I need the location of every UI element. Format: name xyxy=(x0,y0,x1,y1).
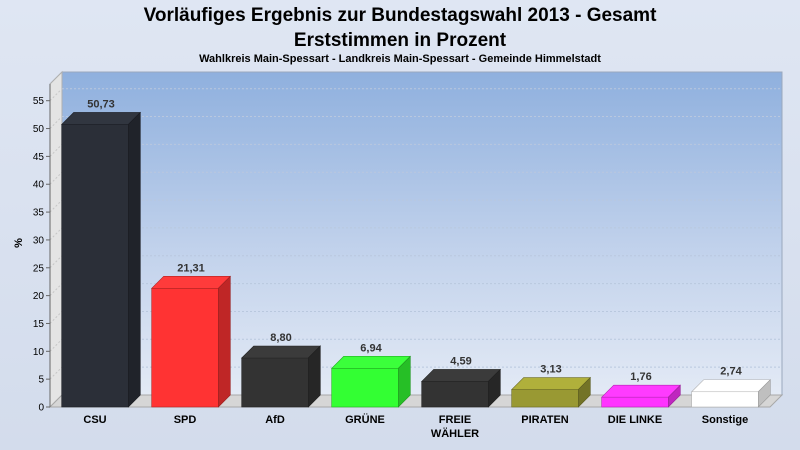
y-tick-label: 30 xyxy=(33,235,45,246)
y-tick-label: 10 xyxy=(33,347,45,358)
bar-group xyxy=(240,345,322,408)
grid-line-side xyxy=(49,88,63,102)
grid-line-side xyxy=(49,171,63,185)
bar-top xyxy=(240,345,322,359)
bar xyxy=(331,368,399,408)
bar-side xyxy=(218,275,231,408)
bar xyxy=(421,381,489,408)
bar xyxy=(691,391,759,408)
bar-value-label: 6,94 xyxy=(360,342,382,354)
bar-top xyxy=(60,112,142,125)
bar-top xyxy=(690,379,772,393)
bar-group xyxy=(690,379,772,408)
grid-line-side xyxy=(49,255,63,269)
bar xyxy=(241,357,309,408)
x-category-label: CSU xyxy=(83,414,106,426)
bar-value-label: 3,13 xyxy=(540,364,561,376)
bar-value-label: 8,80 xyxy=(270,332,291,344)
bar-top xyxy=(150,276,232,289)
grid-line-side xyxy=(49,283,63,296)
bar xyxy=(151,288,219,408)
x-category-label: FREIE xyxy=(439,414,471,426)
chart-subtitle: Wahlkreis Main-Spessart - Landkreis Main… xyxy=(199,53,601,65)
y-tick-label: 25 xyxy=(33,263,45,274)
x-category-label: PIRATEN xyxy=(521,414,569,426)
bar-value-label: 1,76 xyxy=(630,371,651,383)
x-category-label: DIE LINKE xyxy=(608,414,662,426)
bar-side xyxy=(397,355,411,408)
chart-title-line2: Erststimmen in Prozent xyxy=(293,30,507,51)
bar-group xyxy=(510,376,592,408)
x-category-label: AfD xyxy=(265,414,285,426)
grid-line-side xyxy=(49,338,63,352)
x-category-label: Sonstige xyxy=(702,414,748,426)
bar-top xyxy=(600,384,682,398)
bar-group xyxy=(330,355,412,408)
bar-value-label: 4,59 xyxy=(450,355,471,367)
bar-group xyxy=(150,275,232,408)
bar-value-label: 50,73 xyxy=(87,98,115,110)
x-category-label: GRÜNE xyxy=(345,413,385,426)
grid-line-side xyxy=(49,116,63,129)
bar-top xyxy=(510,377,592,390)
bar-side xyxy=(667,384,681,408)
bar xyxy=(511,389,579,408)
bar-group xyxy=(600,384,682,408)
bar-top xyxy=(420,369,502,382)
y-tick-label: 20 xyxy=(33,291,45,302)
y-tick-label: 5 xyxy=(38,375,44,386)
y-tick-label: 15 xyxy=(33,319,45,330)
grid-line-side xyxy=(49,199,63,213)
grid-line-side xyxy=(49,144,63,157)
bar xyxy=(601,396,669,408)
bar-side xyxy=(487,368,501,408)
x-category-label: WÄHLER xyxy=(431,427,479,440)
y-tick-label: 45 xyxy=(33,152,45,163)
bar-value-label: 21,31 xyxy=(177,262,205,274)
grid-line-side xyxy=(49,311,63,324)
y-tick-label: 35 xyxy=(33,208,45,219)
bar xyxy=(61,124,129,408)
bar-side xyxy=(128,111,141,408)
grid-line-side xyxy=(49,366,63,380)
bar-value-label: 2,74 xyxy=(720,366,742,378)
y-tick-label: 0 xyxy=(38,403,44,414)
chart-title: Vorläufiges Ergebnis zur Bundestagswahl … xyxy=(0,3,800,53)
bar-group xyxy=(420,368,502,408)
grid-line-side xyxy=(49,227,63,241)
bar-side xyxy=(307,345,321,408)
y-tick-label: 55 xyxy=(33,96,45,107)
y-axis-label: % xyxy=(13,238,25,248)
bar-group xyxy=(60,111,142,408)
y-tick-label: 50 xyxy=(33,124,45,135)
x-category-label: SPD xyxy=(174,414,197,426)
bar-top xyxy=(330,356,412,369)
bar-side xyxy=(757,379,771,408)
bar-side xyxy=(577,376,591,408)
chart-title-line1: Vorläufiges Ergebnis zur Bundestagswahl … xyxy=(143,5,657,26)
y-tick-label: 40 xyxy=(33,180,45,191)
